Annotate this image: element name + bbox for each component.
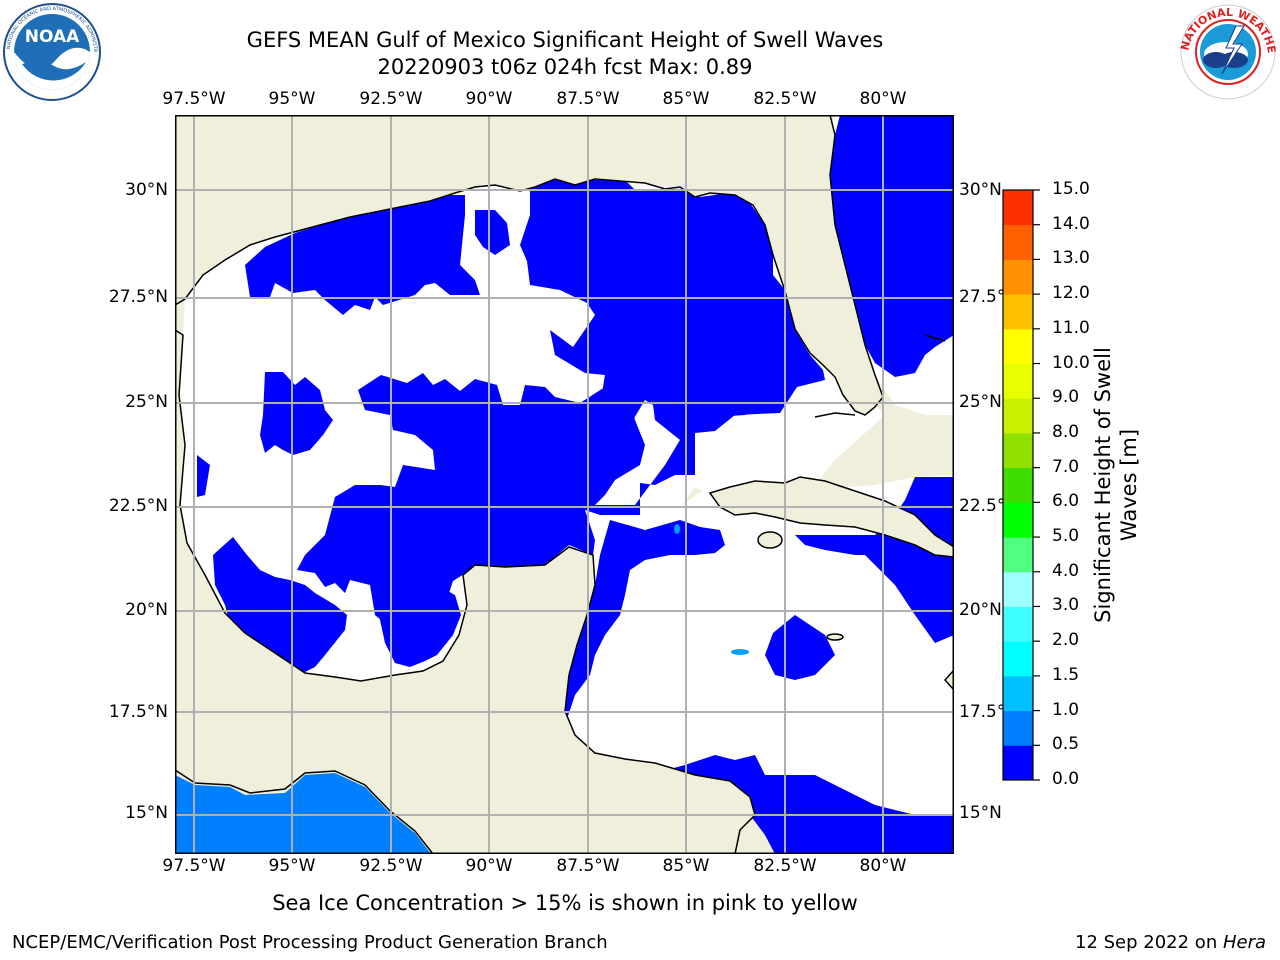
colorbar-tick-label: 5.0 xyxy=(1052,526,1080,547)
colorbar-tick-label: 12.0 xyxy=(1052,283,1090,304)
colorbar-swatch xyxy=(1003,710,1033,746)
colorbar-swatch xyxy=(1003,537,1033,573)
lon-label-bottom: 85°W xyxy=(662,856,710,876)
nws-logo-icon: NATIONAL WEATHER SERVICE xyxy=(1176,2,1278,100)
lon-label-bottom: 92.5°W xyxy=(359,856,423,876)
lat-label-right: 30°N xyxy=(959,180,1002,200)
colorbar-tick-label: 6.0 xyxy=(1052,491,1080,512)
lon-label-top: 90°W xyxy=(465,89,513,109)
lon-label-bottom: 87.5°W xyxy=(556,856,620,876)
chart-subtitle: 20220903 t06z 024h fcst Max: 0.89 xyxy=(377,55,753,79)
colorbar-tick-label: 2.0 xyxy=(1052,630,1080,651)
map-gridlines xyxy=(175,115,954,854)
colorbar-tick-label: 3.0 xyxy=(1052,595,1080,616)
colorbar-swatch xyxy=(1003,641,1033,677)
lon-label-bottom: 82.5°W xyxy=(753,856,817,876)
colorbar-swatch xyxy=(1003,432,1033,469)
colorbar-tick-label: 9.0 xyxy=(1052,387,1080,408)
lat-label-left: 17.5°N xyxy=(108,702,168,722)
colorbar-swatch xyxy=(1003,398,1033,434)
colorbar-swatch xyxy=(1003,294,1033,330)
colorbar-tick-label: 15.0 xyxy=(1052,179,1090,199)
lat-label-left: 30°N xyxy=(125,180,168,200)
colorbar-tick-label: 1.5 xyxy=(1052,664,1080,685)
colorbar-tick-label: 1.0 xyxy=(1052,699,1080,720)
footer-branch: NCEP/EMC/Verification Post Processing Pr… xyxy=(12,932,608,953)
cayman-island xyxy=(731,649,749,655)
svg-text:NOAA: NOAA xyxy=(25,27,80,47)
colorbar-swatch xyxy=(1003,328,1033,365)
colorbar-swatch xyxy=(1003,675,1033,712)
lat-label-right: 25°N xyxy=(959,392,1002,412)
colorbar-tick-label: 0.5 xyxy=(1052,734,1080,755)
colorbar-label-line1: Significant Height of Swell xyxy=(1091,347,1115,623)
lon-label-top: 82.5°W xyxy=(753,89,817,109)
colorbar-swatch xyxy=(1003,745,1033,781)
lon-label-bottom: 95°W xyxy=(268,856,316,876)
lon-label-bottom: 97.5°W xyxy=(162,856,226,876)
caribbean-water xyxy=(560,475,954,854)
colorbar-swatch xyxy=(1003,190,1033,226)
colorbar-swatch xyxy=(1003,259,1033,295)
footer-date-text: 12 Sep 2022 on xyxy=(1075,932,1223,953)
lon-label-top: 87.5°W xyxy=(556,89,620,109)
lon-label-top: 97.5°W xyxy=(162,89,226,109)
colorbar-swatch xyxy=(1003,502,1033,538)
colorbar-label: Significant Height of Swell Waves [m] xyxy=(1090,335,1142,635)
colorbar-tick-label: 4.0 xyxy=(1052,560,1080,581)
colorbar xyxy=(1002,189,1040,781)
colorbar-swatch xyxy=(1003,467,1033,503)
colorbar-tick-label: 0.0 xyxy=(1052,769,1080,789)
lon-label-top: 80°W xyxy=(859,89,907,109)
colorbar-label-line2: Waves [m] xyxy=(1117,428,1141,542)
sea-ice-note: Sea Ice Concentration > 15% is shown in … xyxy=(272,891,858,915)
lat-label-right: 20°N xyxy=(959,600,1002,620)
swell-regions-mid xyxy=(175,773,431,854)
colorbar-frame xyxy=(1002,189,1034,781)
lat-label-left: 27.5°N xyxy=(108,287,168,307)
footer-host: Hera xyxy=(1222,932,1266,953)
colorbar-tick-label: 13.0 xyxy=(1052,248,1090,269)
cozumel-island xyxy=(674,524,680,534)
lon-label-top: 92.5°W xyxy=(359,89,423,109)
colorbar-tick-label: 7.0 xyxy=(1052,456,1080,477)
lat-label-right: 15°N xyxy=(959,803,1002,823)
colorbar-swatch xyxy=(1003,224,1033,260)
colorbar-swatch xyxy=(1003,571,1033,607)
chart-title: GEFS MEAN Gulf of Mexico Significant Hei… xyxy=(246,28,884,52)
colorbar-swatch xyxy=(1003,606,1033,642)
colorbar-tick-label: 11.0 xyxy=(1052,317,1090,338)
lon-label-top: 95°W xyxy=(268,89,316,109)
colorbar-tick-label: 10.0 xyxy=(1052,352,1090,373)
lat-label-left: 20°N xyxy=(125,600,168,620)
noaa-logo-icon: NOAA NATIONAL OCEANIC AND ATMOSPHERIC AD… xyxy=(2,2,101,101)
lat-label-left: 15°N xyxy=(125,803,168,823)
gulf-map xyxy=(175,115,954,854)
lon-label-bottom: 80°W xyxy=(859,856,907,876)
lon-label-top: 85°W xyxy=(662,89,710,109)
footer-date: 12 Sep 2022 on Hera xyxy=(1075,932,1266,953)
colorbar-swatch xyxy=(1003,363,1033,399)
colorbar-tick-label: 8.0 xyxy=(1052,421,1080,442)
lat-label-left: 22.5°N xyxy=(108,496,168,516)
lon-label-bottom: 90°W xyxy=(465,856,513,876)
colorbar-tick-label: 14.0 xyxy=(1052,213,1090,234)
lat-label-left: 25°N xyxy=(125,392,168,412)
